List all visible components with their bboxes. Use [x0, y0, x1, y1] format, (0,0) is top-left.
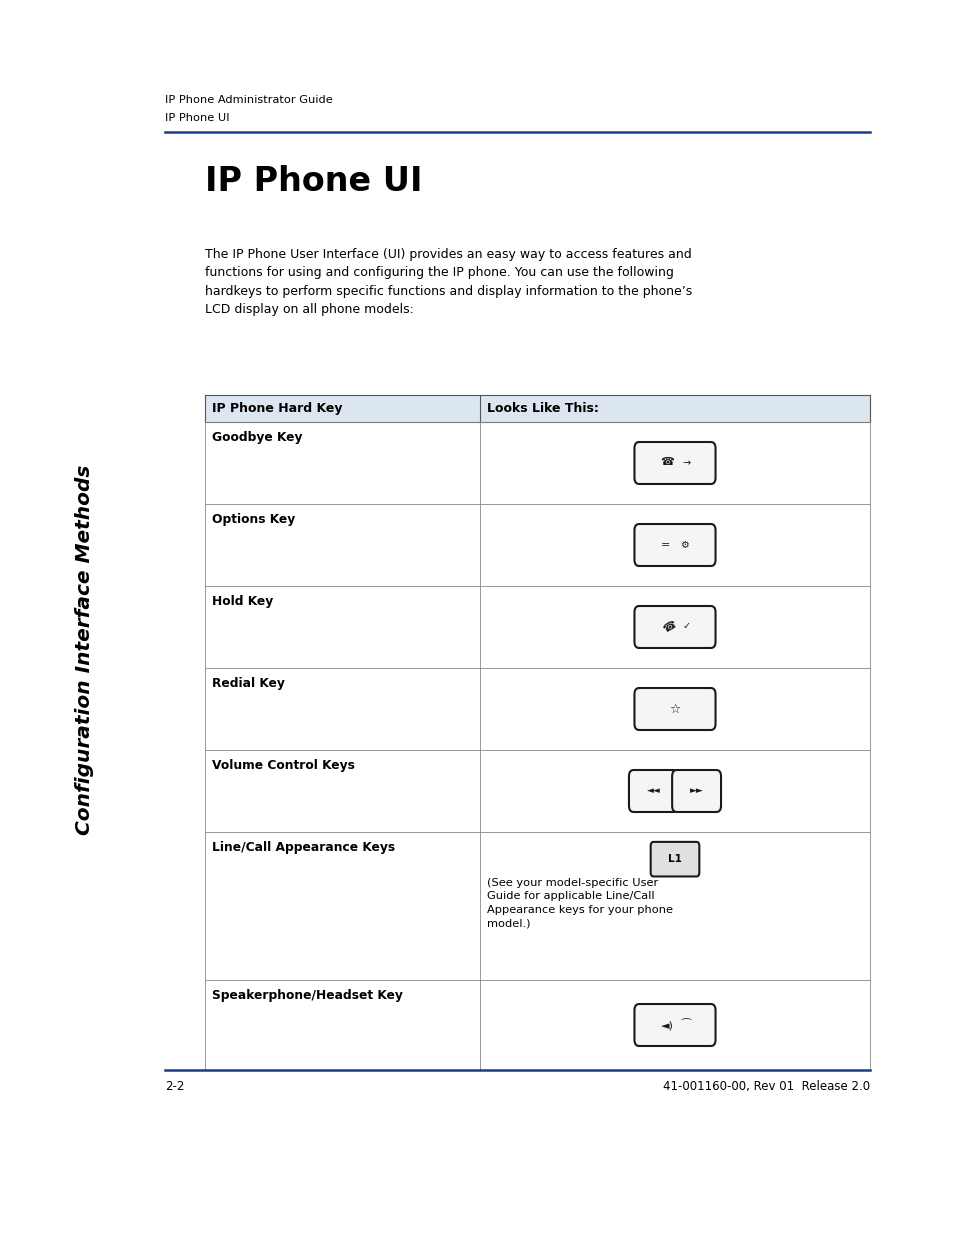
- Text: ☎: ☎: [661, 619, 678, 635]
- Text: 41-001160-00, Rev 01  Release 2.0: 41-001160-00, Rev 01 Release 2.0: [662, 1079, 869, 1093]
- Text: ◄): ◄): [660, 1020, 673, 1030]
- FancyBboxPatch shape: [634, 1004, 715, 1046]
- Bar: [205, 750, 869, 832]
- Text: L1: L1: [667, 855, 681, 864]
- Bar: [205, 504, 869, 585]
- Text: ►►: ►►: [689, 787, 702, 795]
- Text: =: =: [660, 540, 669, 550]
- Bar: [205, 585, 869, 668]
- FancyBboxPatch shape: [672, 769, 720, 811]
- Text: Line/Call Appearance Keys: Line/Call Appearance Keys: [212, 841, 395, 853]
- Text: ⁀: ⁀: [681, 1020, 690, 1030]
- Text: Looks Like This:: Looks Like This:: [486, 403, 598, 415]
- FancyBboxPatch shape: [634, 606, 715, 648]
- Text: ✓: ✓: [681, 621, 690, 631]
- Text: 2-2: 2-2: [165, 1079, 184, 1093]
- Text: ⚙: ⚙: [679, 540, 688, 550]
- FancyBboxPatch shape: [650, 842, 699, 877]
- FancyBboxPatch shape: [634, 524, 715, 566]
- FancyBboxPatch shape: [628, 769, 678, 811]
- FancyBboxPatch shape: [634, 442, 715, 484]
- Bar: [205, 981, 869, 1070]
- Text: →: →: [681, 458, 690, 468]
- Bar: [205, 422, 869, 504]
- Text: (See your model-specific User
Guide for applicable Line/Call
Appearance keys for: (See your model-specific User Guide for …: [486, 878, 672, 929]
- Text: IP Phone UI: IP Phone UI: [165, 112, 230, 124]
- Text: Hold Key: Hold Key: [212, 594, 273, 608]
- Text: Configuration Interface Methods: Configuration Interface Methods: [75, 464, 94, 835]
- FancyBboxPatch shape: [634, 688, 715, 730]
- Text: ☎: ☎: [659, 457, 674, 467]
- Text: Volume Control Keys: Volume Control Keys: [212, 758, 355, 772]
- Bar: [205, 395, 869, 422]
- Text: Goodbye Key: Goodbye Key: [212, 431, 302, 443]
- Text: IP Phone Administrator Guide: IP Phone Administrator Guide: [165, 95, 333, 105]
- Text: ☆: ☆: [669, 703, 679, 715]
- Text: IP Phone UI: IP Phone UI: [205, 165, 422, 198]
- Text: IP Phone Hard Key: IP Phone Hard Key: [212, 403, 342, 415]
- Text: Options Key: Options Key: [212, 513, 294, 526]
- Text: Speakerphone/Headset Key: Speakerphone/Headset Key: [212, 989, 402, 1002]
- Text: The IP Phone User Interface (UI) provides an easy way to access features and
fun: The IP Phone User Interface (UI) provide…: [205, 248, 692, 316]
- Bar: [205, 832, 869, 981]
- Bar: [205, 668, 869, 750]
- Text: Redial Key: Redial Key: [212, 677, 284, 689]
- Text: ◄◄: ◄◄: [646, 787, 659, 795]
